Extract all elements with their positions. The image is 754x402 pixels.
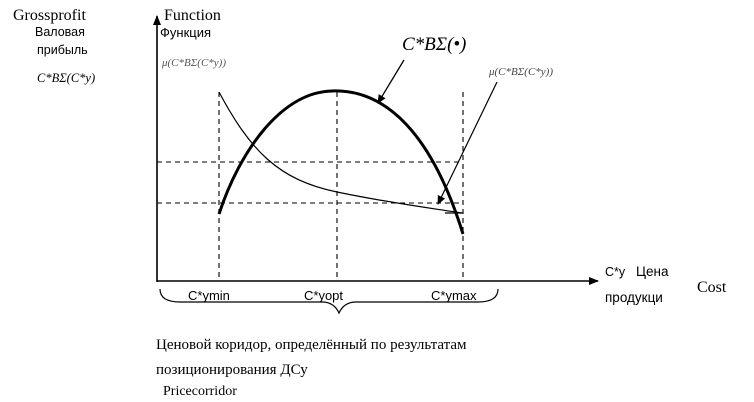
- y-axis-label-formula: C*BΣ(C*y): [37, 71, 95, 85]
- profit-curve-label: C*BΣ(•): [402, 34, 466, 55]
- function-label-ru: Функция: [160, 25, 211, 40]
- x-axis-label-ru-line2: продукци: [605, 290, 663, 305]
- arrow-to-profit-curve: [377, 59, 405, 104]
- caption-en: Pricecorridor: [163, 384, 237, 399]
- arrow-to-membership-curve: [437, 81, 498, 205]
- profit-curve: [217, 89, 465, 235]
- caption-ru-line1: Ценовой коридор, определённый по результ…: [156, 337, 467, 353]
- right-membership-label: μ(C*BΣ(C*y)): [488, 66, 553, 78]
- membership-curve: [218, 91, 463, 214]
- x-axis-label-ru-line1: Цена: [636, 264, 669, 279]
- tick-label-min: C*ymin: [188, 288, 230, 303]
- y-axis-label-ru-line2: прибыль: [37, 43, 88, 57]
- y-axis-label-en: Grossprofit: [13, 7, 86, 24]
- tick-label-max: C*ymax: [431, 288, 477, 303]
- function-label-en: Function: [164, 7, 221, 24]
- x-axis-label-symbol: C*y: [605, 265, 626, 279]
- guide-lines: [157, 92, 464, 281]
- caption-ru-line2: позиционирования ДСу: [156, 362, 308, 378]
- y-axis-label-ru-line1: Валовая: [35, 25, 85, 39]
- left-membership-label: μ(C*BΣ(C*y)): [161, 57, 226, 69]
- x-axis-label-en: Cost: [697, 279, 727, 296]
- tick-label-opt: C*yopt: [304, 288, 343, 303]
- price-corridor-bracket: [159, 288, 499, 315]
